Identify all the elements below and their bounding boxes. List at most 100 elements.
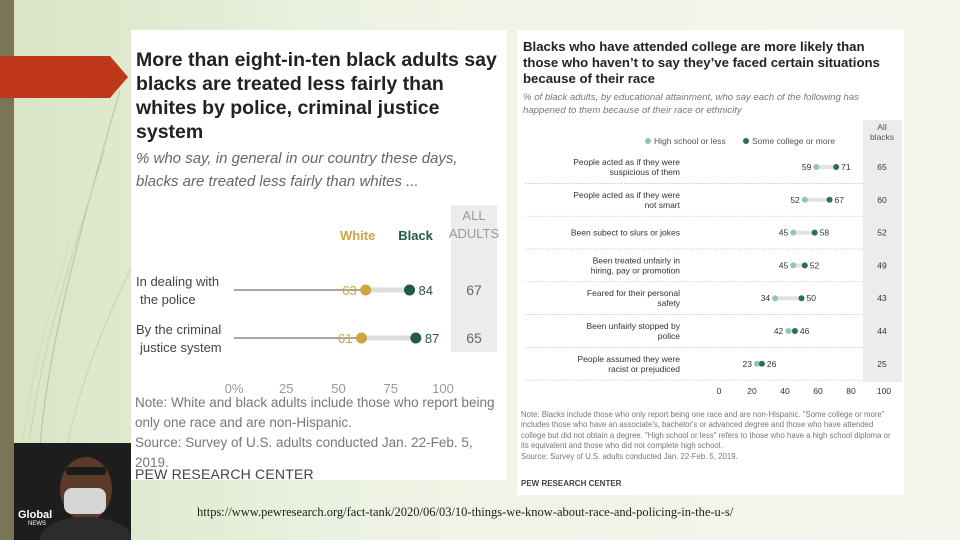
legend-college: Some college or more [752, 136, 835, 146]
category-label: Feared for their personal [587, 288, 680, 298]
news-logo-sub: NEWS [28, 521, 46, 527]
dot-college [833, 164, 840, 170]
category-label: the police [140, 292, 196, 307]
dot-white [360, 284, 372, 296]
dot-black [404, 284, 416, 296]
news-photo: Global NEWS [14, 443, 131, 540]
red-arrow-shape [0, 56, 128, 98]
value-label-college: 52 [810, 260, 820, 270]
news-logo: Global [18, 509, 53, 521]
chart-source: Source: Survey of U.S. adults conducted … [521, 451, 738, 461]
all-blacks-value: 52 [877, 228, 887, 238]
dot-college [811, 229, 818, 236]
legend-hs: High school or less [654, 136, 726, 146]
x-tick-label: 40 [780, 386, 790, 396]
source-url-caption: https://www.pewresearch.org/fact-tank/20… [197, 505, 734, 519]
dot-high-school [801, 196, 808, 203]
dot-high-school [772, 295, 779, 302]
all-blacks-value: 60 [877, 195, 887, 205]
category-label: People assumed they were [577, 354, 680, 364]
x-tick-label: 20 [747, 386, 757, 396]
x-tick-label: 100 [877, 386, 891, 396]
all-blacks-value: 65 [877, 162, 887, 172]
value-label-hs: 59 [802, 162, 812, 172]
chart-title: Blacks who have attended college are mor… [523, 39, 880, 86]
dot-white [355, 332, 367, 344]
chart-panel-left: More than eight-in-ten black adults say … [131, 30, 507, 482]
all-adults-column-bg [451, 205, 497, 352]
pew-brand: PEW RESEARCH CENTER [521, 479, 622, 488]
category-label: Been treated unfairly in [593, 255, 681, 265]
legend-white: White [340, 228, 375, 243]
chart-subtitle: % of black adults, by educational attain… [523, 92, 859, 116]
value-label-hs: 52 [790, 195, 800, 205]
chart-note: Note: White and black adults include tho… [135, 395, 495, 430]
legend-marker-hs [645, 138, 651, 144]
value-label-white: 61 [338, 331, 352, 346]
value-label-hs: 34 [761, 293, 771, 303]
value-label-hs: 42 [774, 326, 784, 336]
dot-black [410, 332, 422, 344]
value-label-white: 63 [342, 283, 356, 298]
dot-high-school [790, 229, 797, 236]
all-blacks-header: All [877, 122, 887, 132]
all-blacks-value: 44 [877, 326, 887, 336]
dot-high-school [785, 328, 792, 334]
value-label-hs: 23 [742, 359, 752, 369]
all-blacks-column-bg [863, 120, 902, 382]
value-label-college: 46 [800, 326, 810, 336]
x-tick-label: 80 [846, 386, 856, 396]
value-label-hs: 45 [779, 228, 789, 238]
category-label: suspicious of them [610, 167, 680, 177]
category-label: Been subect to slurs or jokes [571, 228, 680, 238]
dot-college [826, 196, 833, 203]
category-label: hiring, pay or promotion [591, 265, 681, 275]
category-label: justice system [139, 340, 222, 355]
x-tick-label: 25 [279, 381, 293, 396]
category-label: People acted as if they were [573, 190, 680, 200]
dot-college [791, 328, 798, 334]
dot-high-school [813, 164, 820, 170]
value-label-college: 26 [767, 359, 777, 369]
category-label: Been unfairly stopped by [586, 321, 680, 331]
category-label: not smart [645, 200, 681, 210]
all-adults-value: 67 [466, 282, 482, 298]
value-label-hs: 45 [779, 260, 789, 270]
value-label-college: 71 [841, 162, 851, 172]
left-accent-bar [0, 0, 14, 540]
chart-source: Source: Survey of U.S. adults conducted … [135, 435, 473, 470]
all-blacks-value: 43 [877, 293, 887, 303]
chart-title: More than eight-in-ten black adults say … [136, 49, 497, 143]
x-tick-label: 60 [813, 386, 823, 396]
x-tick-label: 0 [717, 386, 722, 396]
dot-college [758, 360, 765, 367]
pew-brand: PEW RESEARCH CENTER [135, 466, 314, 482]
all-blacks-value: 25 [877, 359, 887, 369]
value-label-college: 67 [835, 195, 845, 205]
legend-black: Black [398, 228, 433, 243]
dot-high-school [790, 262, 797, 269]
x-tick-label: 75 [384, 381, 398, 396]
x-tick-label: 50 [331, 381, 345, 396]
chart-note: Note: Blacks include those who only repo… [521, 410, 891, 451]
dot-college [798, 295, 805, 302]
all-adults-header: ADULTS [449, 226, 500, 241]
all-adults-header: ALL [462, 208, 485, 223]
category-label: safety [657, 298, 680, 308]
all-blacks-value: 49 [877, 260, 887, 270]
dot-college [801, 262, 808, 269]
value-label-black: 84 [419, 283, 433, 298]
left-dot-chart: ALL ADULTS White Black In dealing with the po… [136, 205, 500, 396]
value-label-black: 87 [425, 331, 439, 346]
chart-panel-right: Blacks who have attended college are mor… [517, 30, 904, 495]
legend-marker-college [743, 138, 749, 144]
dot-high-school [753, 360, 760, 367]
category-label: People acted as if they were [573, 157, 680, 167]
value-label-college: 58 [820, 228, 830, 238]
value-label-college: 50 [807, 293, 817, 303]
all-adults-value: 65 [466, 330, 482, 346]
x-tick-label: 0% [225, 381, 244, 396]
chart-note-block: Note: Blacks include those who only repo… [521, 410, 897, 462]
chart-note-block: Note: White and black adults include tho… [135, 393, 495, 473]
